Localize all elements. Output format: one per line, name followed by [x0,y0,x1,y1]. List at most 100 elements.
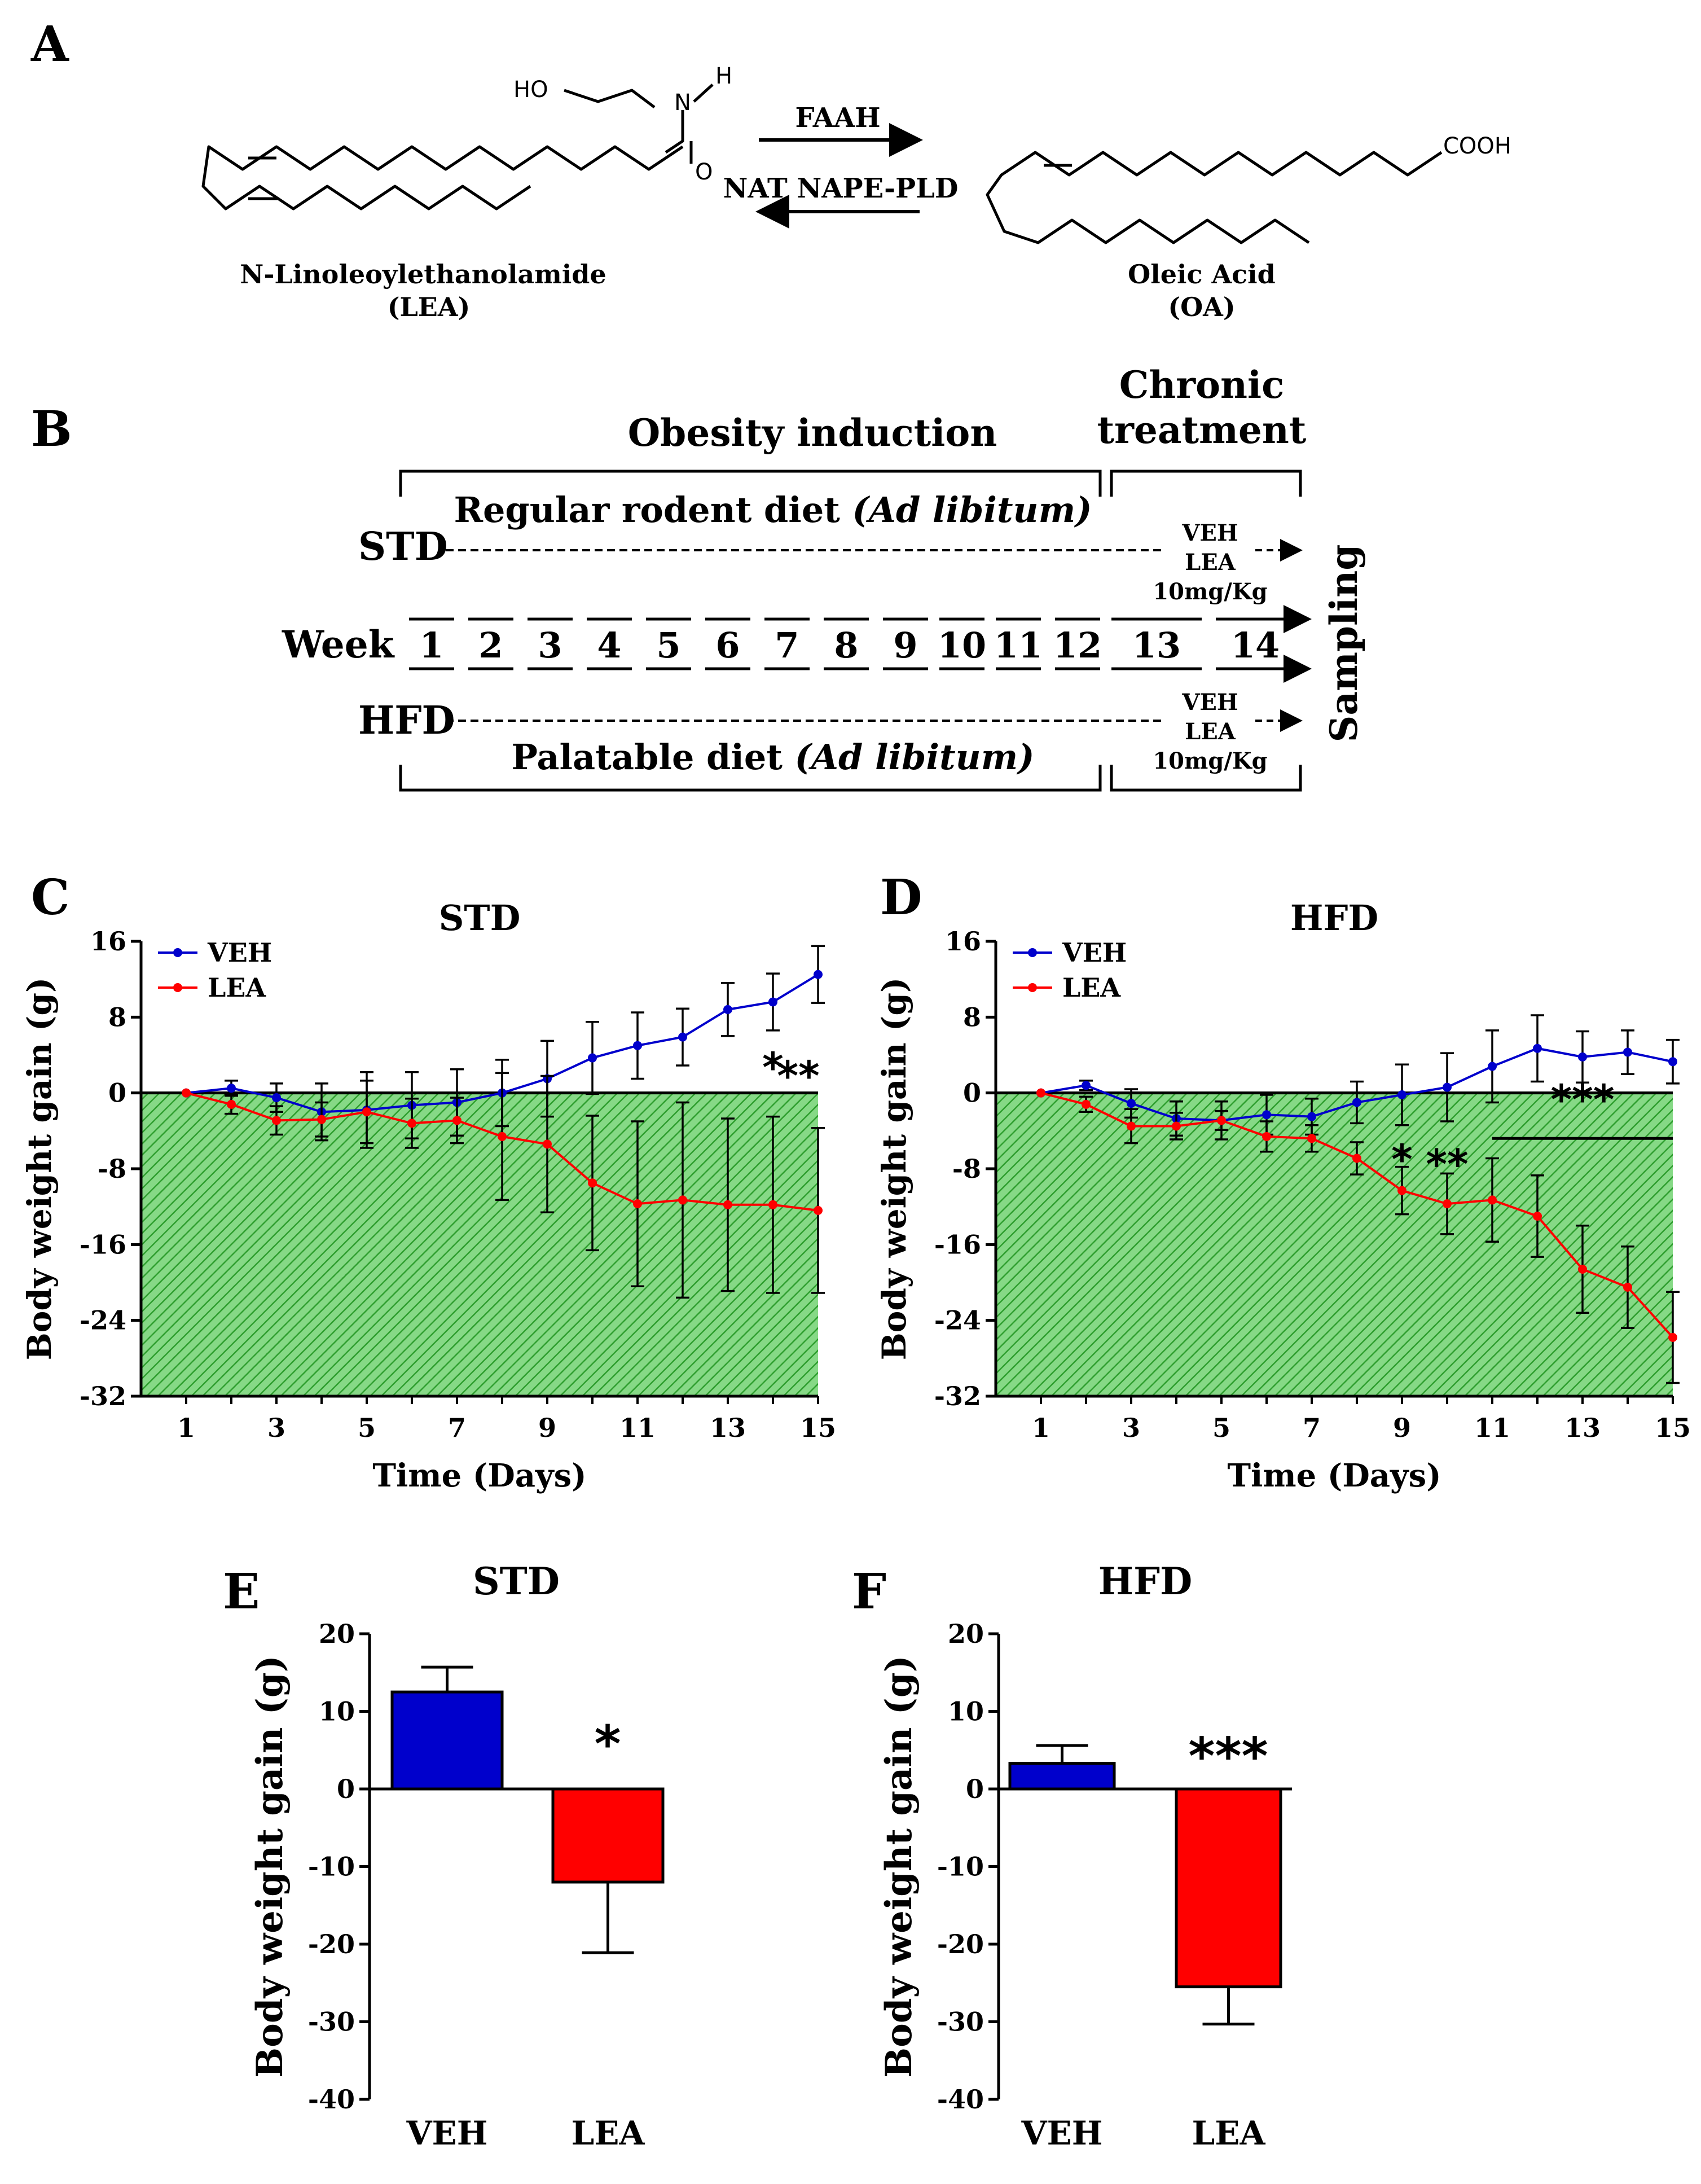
data-point-lea [407,1119,416,1128]
week-number: 6 [715,625,740,666]
significance-marker: *** [1188,1727,1268,1786]
y-tick-label: 10 [948,1696,984,1727]
y-tick-label: 16 [945,926,981,957]
data-point-lea [633,1199,642,1209]
data-point-veh [1443,1082,1452,1092]
chart-title: HFD [1290,897,1378,938]
bar-chart-std: 20 10 0 -10 -20 -30 -40 Body weight gain (g) STD… [249,1559,665,2152]
data-point-veh [768,997,777,1007]
data-point-veh [1488,1062,1497,1071]
data-point-veh [1533,1043,1542,1053]
legend-marker-lea [1028,983,1037,992]
bar-lea [551,1787,665,1884]
y-tick-label: -32 [934,1381,981,1411]
x-tick-label: 5 [358,1413,376,1443]
week-number: 9 [893,625,917,666]
data-point-lea [723,1200,732,1209]
y-axis-label: Body weight gain (g) [20,977,59,1361]
data-point-veh [723,1005,732,1014]
x-tick-label: 13 [1564,1413,1601,1443]
data-point-lea [1578,1264,1587,1274]
legend-label-lea: LEA [208,972,266,1003]
y-tick-label: 8 [963,1002,981,1032]
data-point-veh [1352,1098,1361,1107]
y-tick-label: 8 [108,1002,126,1032]
atom-h: H [715,63,732,89]
data-point-veh [1127,1099,1136,1108]
data-point-lea [1082,1099,1091,1109]
chart-title: HFD [1098,1559,1192,1603]
legend-label-lea: LEA [1062,972,1121,1003]
x-tick-label: 5 [1212,1413,1230,1443]
data-point-veh [814,970,823,979]
data-point-lea [1352,1154,1361,1163]
lea-name: N-Linoleoylethanolamide [240,259,606,290]
data-point-lea [1623,1282,1632,1292]
data-point-lea [1217,1116,1226,1125]
y-tick-label: -20 [308,1929,355,1959]
data-point-lea [1262,1132,1271,1141]
y-axis-label: Body weight gain (g) [875,977,913,1361]
x-tick-label: 3 [267,1413,285,1443]
data-point-lea [1533,1211,1542,1221]
y-tick-label: -32 [80,1381,126,1411]
y-tick-label: 20 [948,1619,984,1649]
week-row: 1 2 3 4 5 6 7 8 9 10 11 12 13 14 [409,617,1280,670]
week-number: 5 [656,625,680,666]
std-diet-label: Regular rodent diet (Ad libitum) [454,489,1092,530]
y-tick-label: -30 [308,2007,355,2037]
data-point-lea [1036,1088,1045,1098]
header-obesity-induction: Obesity induction [628,411,997,455]
std-treat-lea: LEA [1185,549,1236,576]
atom-ho: HO [513,77,548,103]
x-category-label: VEH [406,2114,487,2152]
data-point-lea [498,1132,507,1141]
week-label: Week [282,622,395,666]
data-point-lea [1397,1186,1406,1195]
data-point-veh [1397,1090,1406,1100]
y-tick-label: 10 [319,1696,355,1727]
chart-title: STD [473,1559,560,1603]
lea-structure [201,89,693,210]
significance-marker: ** [777,1052,819,1100]
y-tick-label: 0 [966,1774,984,1804]
x-tick-label: 1 [177,1413,195,1443]
data-point-lea [182,1088,191,1098]
y-axis-label: Body weight gain (g) [249,1655,291,2078]
y-tick-label: -16 [934,1229,981,1260]
hfd-treat-veh: VEH [1181,689,1238,716]
week-number: 12 [1053,625,1102,666]
data-point-veh [1668,1057,1677,1067]
week-number: 7 [775,625,799,666]
data-point-lea [317,1115,326,1124]
data-point-veh [678,1032,687,1042]
bar-veh [390,1690,504,1791]
x-tick-label: 13 [710,1413,746,1443]
timeline-brackets [399,470,1302,792]
legend-marker-veh [173,948,182,957]
y-tick-label: -8 [98,1154,126,1184]
y-tick-label: -8 [952,1154,981,1184]
data-point-lea [1307,1134,1316,1143]
x-category-label: LEA [572,2114,645,2152]
x-tick-label: 15 [800,1413,836,1443]
y-tick-label: 0 [337,1774,355,1804]
data-point-lea [588,1178,597,1188]
panel-label-f: F [852,1563,886,1620]
x-tick-label: 15 [1655,1413,1691,1443]
significance-marker: *** [1551,1076,1615,1124]
data-point-veh [633,1041,642,1050]
panel-label-a: A [30,16,69,73]
data-point-lea [452,1116,461,1125]
y-tick-label: -24 [934,1305,981,1336]
bar-lea [1175,1787,1282,1989]
y-tick-label: -20 [937,1929,984,1959]
negative-region-shading [996,1093,1673,1396]
y-tick-label: 20 [319,1619,355,1649]
y-tick-label: -40 [937,2084,984,2115]
y-tick-label: -30 [937,2007,984,2037]
x-category-label: VEH [1021,2114,1102,2152]
bar-veh [1008,1762,1116,1791]
